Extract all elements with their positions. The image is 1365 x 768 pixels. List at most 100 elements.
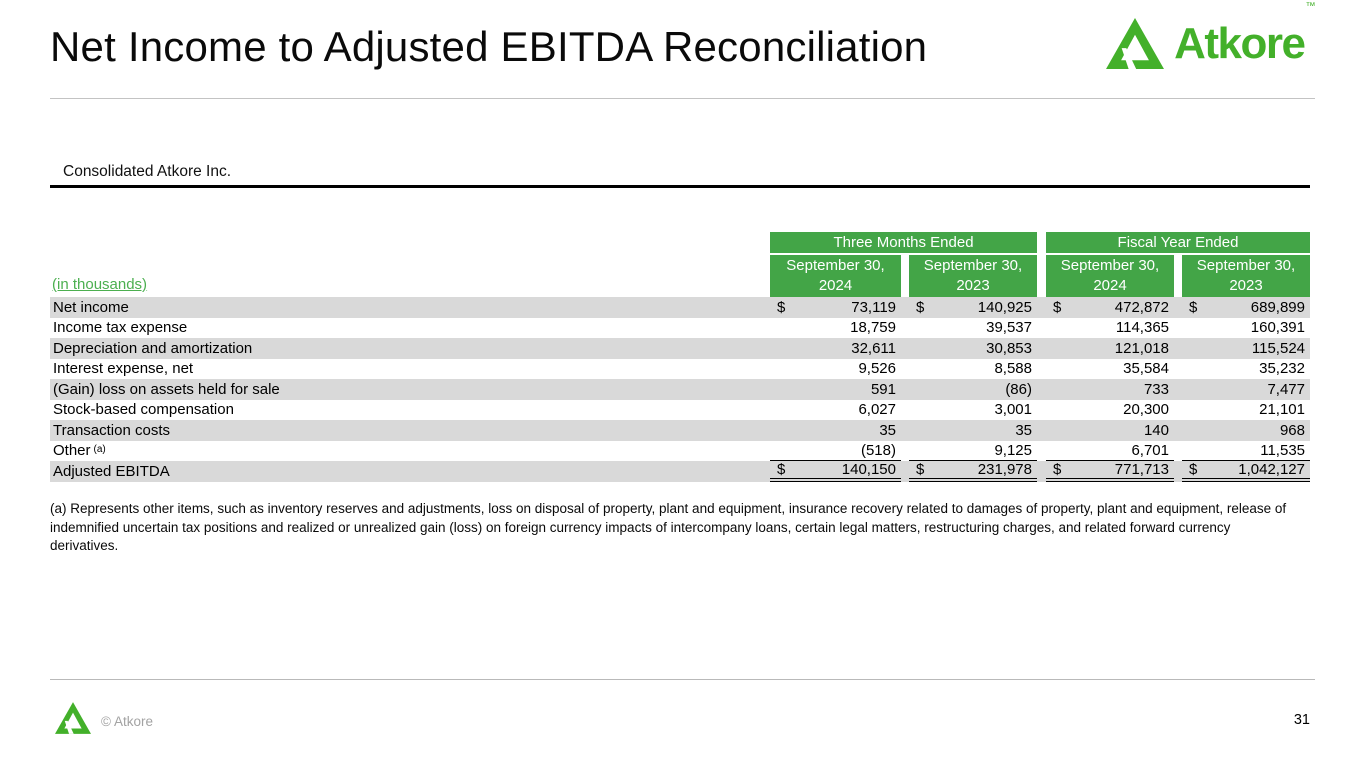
dollar-sign: $ <box>1053 460 1062 478</box>
cell-tme-2023: 30,853 <box>909 338 1037 359</box>
cell-fye-2023: 11,535 <box>1182 441 1310 461</box>
dollar-sign: $ <box>1053 298 1062 316</box>
cell-value: 472,872 <box>1114 298 1169 316</box>
cell-tme-2023: 9,125 <box>909 441 1037 461</box>
dollar-sign: $ <box>777 298 786 316</box>
cell-value: 591 <box>870 380 896 398</box>
cell-fye-2023: $689,899 <box>1182 297 1310 318</box>
cell-tme-2023: 3,001 <box>909 400 1037 421</box>
cell-value: 35,584 <box>1123 360 1169 378</box>
row-label: Stock-based compensation <box>53 401 234 419</box>
cell-tme-2024: $140,150 <box>770 461 901 482</box>
section-underline <box>50 185 1310 188</box>
cell-value: 7,477 <box>1267 380 1305 398</box>
column-header-fye-2024: September 30, 2024 <box>1046 255 1174 297</box>
cell-value: 11,535 <box>1260 441 1305 459</box>
brand-logo: Atkore™ <box>1106 1 1315 69</box>
cell-tme-2023: $231,978 <box>909 461 1037 482</box>
cell-value: 9,526 <box>858 360 896 378</box>
table-row: Other (a) (518) 9,125 6,701 11,535 <box>50 441 1310 461</box>
table-row: Income tax expense 18,759 39,537 114,365… <box>50 318 1310 339</box>
cell-tme-2024: 591 <box>770 379 901 400</box>
cell-value: 114,365 <box>1115 319 1169 337</box>
column-group-three-months: Three Months Ended <box>770 232 1037 253</box>
row-label: Net income <box>53 298 129 316</box>
cell-value: 121,018 <box>1114 339 1169 357</box>
cell-tme-2023: 8,588 <box>909 359 1037 380</box>
cell-tme-2024: 32,611 <box>770 338 901 359</box>
row-label: Transaction costs <box>53 421 170 439</box>
cell-value: 18,759 <box>850 319 896 337</box>
page-title: Net Income to Adjusted EBITDA Reconcilia… <box>50 23 928 70</box>
column-header-tme-2024: September 30, 2024 <box>770 255 901 297</box>
dollar-sign: $ <box>1189 298 1198 316</box>
cell-fye-2024: 20,300 <box>1046 400 1174 421</box>
copyright-text: © Atkore <box>101 714 153 729</box>
row-label: Interest expense, net <box>53 360 194 378</box>
table-row: Net income $73,119 $140,925 $472,872 $68… <box>50 297 1310 318</box>
cell-fye-2023: 35,232 <box>1182 359 1310 380</box>
cell-fye-2023: 115,524 <box>1182 338 1310 359</box>
units-label: (in thousands) <box>52 276 148 293</box>
cell-value: 1,042,127 <box>1238 460 1305 478</box>
row-label: (Gain) loss on assets held for sale <box>53 380 280 398</box>
cell-fye-2023: 160,391 <box>1182 318 1310 339</box>
row-label: Depreciation and amortization <box>53 339 253 357</box>
cell-value: 35,232 <box>1259 360 1305 378</box>
column-header-tme-2023: September 30, 2023 <box>909 255 1037 297</box>
table-row: Interest expense, net 9,526 8,588 35,584… <box>50 359 1310 380</box>
cell-value: 689,899 <box>1250 298 1305 316</box>
cell-tme-2024: 35 <box>770 420 901 441</box>
cell-value: 140,150 <box>841 460 896 478</box>
cell-tme-2024: (518) <box>770 441 901 461</box>
cell-value: 21,101 <box>1259 401 1305 419</box>
table-row: (Gain) loss on assets held for sale 591 … <box>50 379 1310 400</box>
cell-value: 3,001 <box>994 401 1032 419</box>
cell-value: 6,027 <box>858 401 896 419</box>
cell-tme-2024: 18,759 <box>770 318 901 339</box>
table-row: Depreciation and amortization 32,611 30,… <box>50 338 1310 359</box>
cell-fye-2024: $771,713 <box>1046 461 1174 482</box>
table-row: Adjusted EBITDA $140,150 $231,978 $771,7… <box>50 461 1310 482</box>
page-number: 31 <box>1293 712 1310 728</box>
cell-tme-2023: 39,537 <box>909 318 1037 339</box>
cell-value: 6,701 <box>1131 441 1169 459</box>
footer-divider <box>50 679 1315 680</box>
cell-value: (86) <box>1005 380 1032 398</box>
cell-value: 20,300 <box>1123 401 1169 419</box>
cell-value: 39,537 <box>986 319 1032 337</box>
cell-value: 35 <box>1015 421 1032 439</box>
cell-fye-2023: 7,477 <box>1182 379 1310 400</box>
table-row: Transaction costs 35 35 140 968 <box>50 420 1310 441</box>
cell-tme-2024: $73,119 <box>770 297 901 318</box>
cell-value: 30,853 <box>986 339 1032 357</box>
cell-tme-2023: $140,925 <box>909 297 1037 318</box>
cell-value: 35 <box>879 421 896 439</box>
cell-tme-2023: (86) <box>909 379 1037 400</box>
cell-value: 231,978 <box>977 460 1032 478</box>
cell-fye-2023: $1,042,127 <box>1182 461 1310 482</box>
cell-value: 32,611 <box>851 339 896 357</box>
row-label: Other (a) <box>53 442 106 460</box>
row-label: Adjusted EBITDA <box>53 462 170 480</box>
cell-value: 968 <box>1279 421 1305 439</box>
cell-fye-2024: $472,872 <box>1046 297 1174 318</box>
cell-fye-2023: 968 <box>1182 420 1310 441</box>
cell-value: 140,925 <box>977 298 1032 316</box>
cell-fye-2023: 21,101 <box>1182 400 1310 421</box>
trademark-symbol: ™ <box>1305 0 1316 12</box>
cell-fye-2024: 121,018 <box>1046 338 1174 359</box>
cell-fye-2024: 114,365 <box>1046 318 1174 339</box>
cell-value: 771,713 <box>1114 460 1169 478</box>
cell-fye-2024: 35,584 <box>1046 359 1174 380</box>
cell-value: 160,391 <box>1250 319 1305 337</box>
cell-value: 8,588 <box>994 360 1032 378</box>
table-row: Stock-based compensation 6,027 3,001 20,… <box>50 400 1310 421</box>
column-header-fye-2023: September 30, 2023 <box>1182 255 1310 297</box>
table-body: Net income $73,119 $140,925 $472,872 $68… <box>50 297 1310 482</box>
footnote-marker: (a) <box>93 444 106 456</box>
dollar-sign: $ <box>777 460 786 478</box>
footnote-a: (a) Represents other items, such as inve… <box>50 501 1287 553</box>
cell-value: 115,524 <box>1251 339 1305 357</box>
